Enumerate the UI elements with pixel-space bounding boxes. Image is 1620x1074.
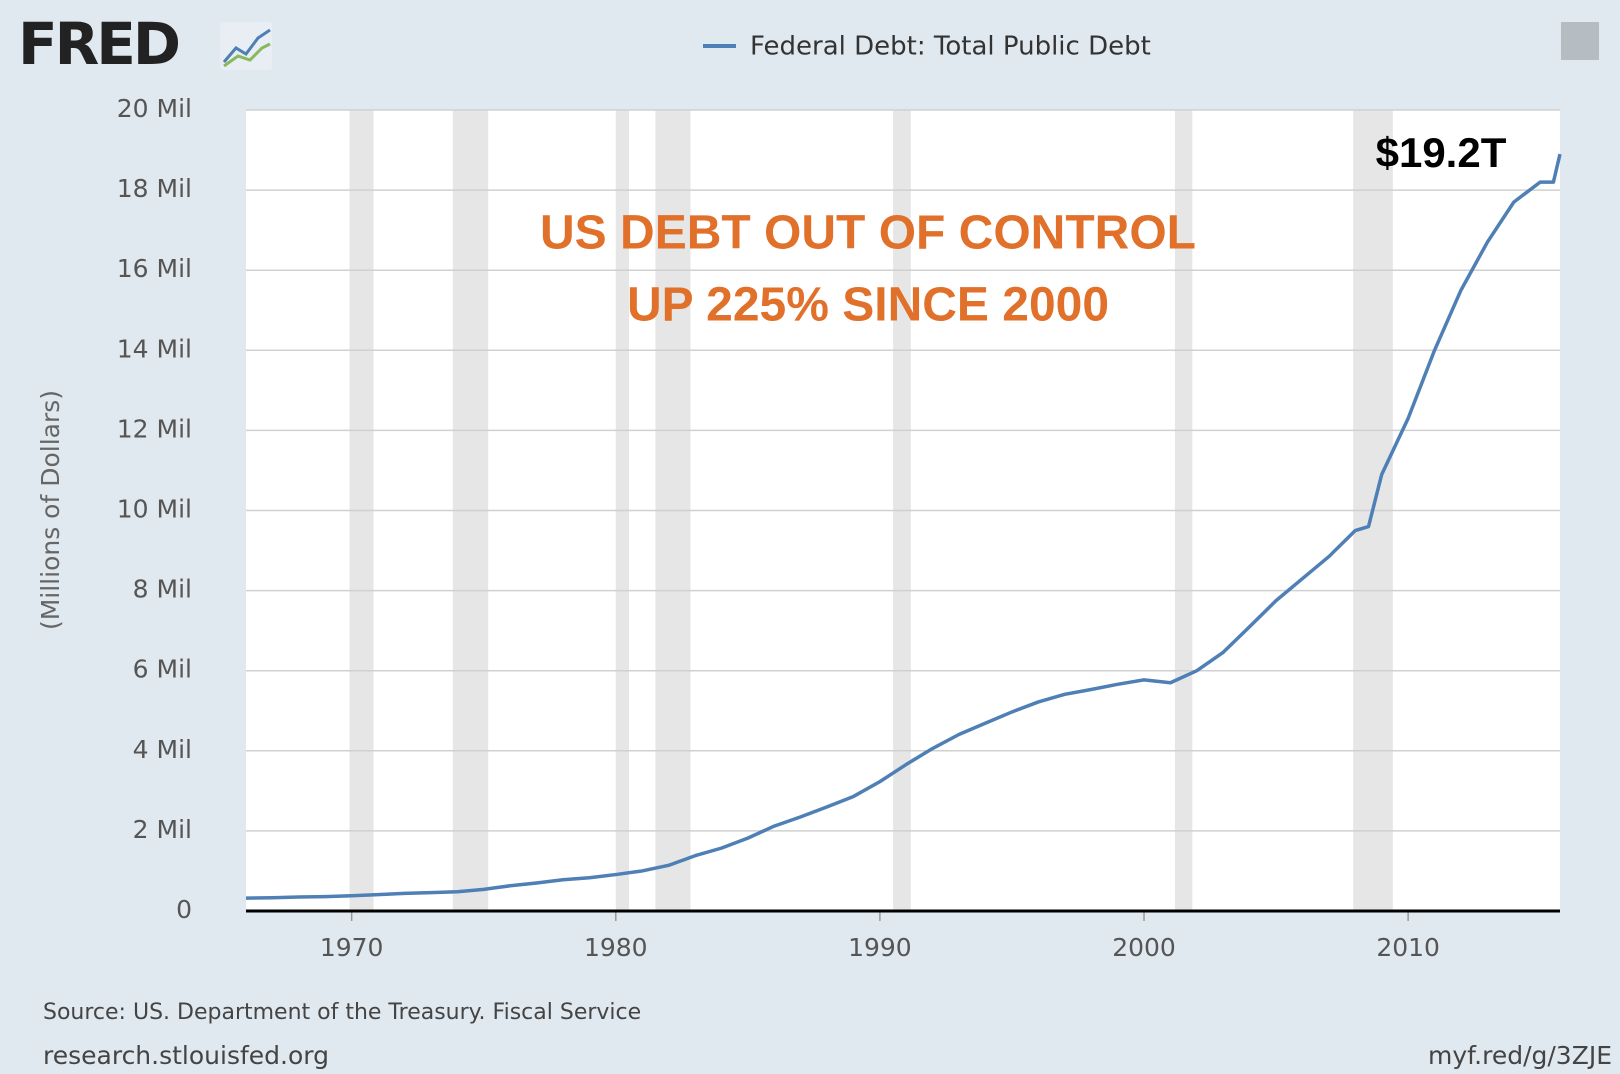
annotation: US DEBT OUT OF CONTROL xyxy=(540,207,1196,260)
logo: FRED xyxy=(18,10,179,78)
y-axis-title: (Millions of Dollars) xyxy=(36,390,65,630)
logo-icon xyxy=(220,22,272,70)
y-tick-label: 0 xyxy=(176,895,192,924)
x-tick-label: 1990 xyxy=(848,933,912,962)
short-url: myf.red/g/3ZJE xyxy=(1428,1041,1612,1070)
fullscreen-button[interactable] xyxy=(1561,22,1599,60)
legend-label: Federal Debt: Total Public Debt xyxy=(750,32,1151,62)
y-tick-label: 18 Mil xyxy=(117,174,192,203)
x-tick-label: 1970 xyxy=(320,933,384,962)
data-line xyxy=(245,153,1562,900)
y-tick-label: 10 Mil xyxy=(117,495,192,524)
source: Source: US. Department of the Treasury. … xyxy=(43,1000,641,1025)
y-tick-label: 12 Mil xyxy=(117,414,192,443)
annotation: $19.2T xyxy=(1376,129,1507,176)
y-tick-label: 20 Mil xyxy=(117,94,192,123)
y-tick-label: 16 Mil xyxy=(117,254,192,283)
y-tick-label: 8 Mil xyxy=(133,575,192,604)
y-tick-label: 14 Mil xyxy=(117,334,192,363)
y-tick-label: 6 Mil xyxy=(133,655,192,684)
x-tick-label: 2010 xyxy=(1376,933,1440,962)
y-tick-label: 2 Mil xyxy=(133,815,192,844)
annotation: UP 225% SINCE 2000 xyxy=(627,279,1109,332)
site: research.stlouisfed.org xyxy=(43,1041,329,1070)
x-tick-label: 1980 xyxy=(584,933,648,962)
y-tick-label: 4 Mil xyxy=(133,735,192,764)
x-tick-label: 2000 xyxy=(1112,933,1176,962)
